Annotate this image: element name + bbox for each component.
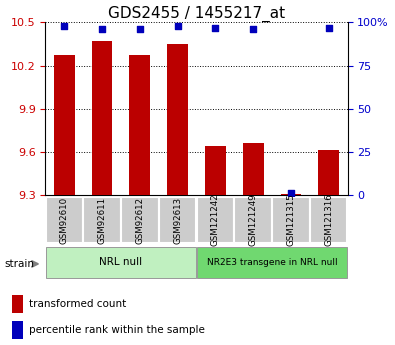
Text: GSM92613: GSM92613 — [173, 196, 182, 244]
Bar — [159, 197, 196, 243]
Bar — [280, 194, 301, 195]
Title: GDS2455 / 1455217_at: GDS2455 / 1455217_at — [108, 6, 285, 22]
Text: GSM92611: GSM92611 — [98, 196, 107, 244]
Bar — [12, 321, 23, 339]
Bar — [83, 197, 121, 243]
Text: transformed count: transformed count — [28, 299, 126, 309]
Bar — [205, 146, 226, 195]
Text: GSM121315: GSM121315 — [286, 194, 295, 246]
Text: GSM92612: GSM92612 — [135, 196, 144, 244]
Point — [250, 27, 256, 32]
Text: NR2E3 transgene in NRL null: NR2E3 transgene in NRL null — [207, 258, 337, 267]
Text: GSM121249: GSM121249 — [249, 194, 258, 246]
Bar — [243, 143, 263, 195]
Point — [288, 190, 294, 196]
Point — [99, 27, 105, 32]
Bar — [197, 197, 234, 243]
Text: strain: strain — [4, 259, 34, 269]
Bar — [130, 56, 150, 195]
Point — [61, 23, 68, 29]
Text: GSM92610: GSM92610 — [60, 196, 69, 244]
Bar — [318, 150, 339, 195]
Bar — [12, 295, 23, 313]
Text: GSM121242: GSM121242 — [211, 194, 220, 246]
Bar — [92, 41, 113, 195]
Bar — [235, 197, 272, 243]
Bar — [45, 247, 196, 278]
Bar — [121, 197, 158, 243]
Text: NRL null: NRL null — [100, 257, 143, 267]
Bar — [45, 197, 83, 243]
Bar — [310, 197, 348, 243]
Bar — [54, 56, 75, 195]
Text: percentile rank within the sample: percentile rank within the sample — [28, 325, 205, 335]
Point — [137, 27, 143, 32]
Bar — [272, 197, 310, 243]
Point — [175, 23, 181, 29]
Point — [325, 25, 332, 30]
Text: GSM121316: GSM121316 — [324, 194, 333, 246]
Point — [212, 25, 218, 30]
Bar — [167, 44, 188, 195]
Bar — [197, 247, 348, 278]
